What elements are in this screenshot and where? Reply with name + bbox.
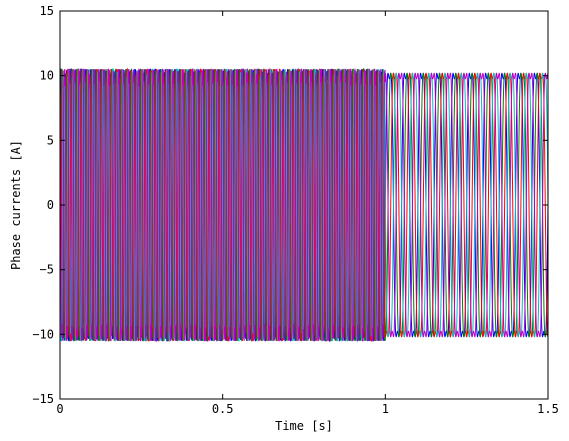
y-tick-label: 0 [47, 198, 54, 212]
y-tick-label: 15 [40, 4, 54, 18]
x-tick-label: 1 [382, 402, 389, 416]
y-tick-label: −5 [40, 263, 54, 277]
x-tick-label: 0.5 [212, 402, 234, 416]
phase-current-line [60, 67, 548, 343]
ticks-layer [59, 10, 549, 400]
series-layer [60, 67, 548, 343]
x-axis-label: Time [s] [275, 419, 333, 433]
x-tick-label: 1.5 [537, 402, 559, 416]
tick-labels-layer: 0 0.5 1 1.5 −15 −10 −5 0 5 10 15 [32, 4, 559, 416]
y-tick-label: −10 [32, 327, 54, 341]
y-tick-label: −15 [32, 392, 54, 406]
y-tick-label: 5 [47, 133, 54, 147]
phase-current-line [60, 67, 548, 343]
phase-current-line [60, 68, 548, 343]
x-tick-label: 0 [56, 402, 63, 416]
y-tick-label: 10 [40, 69, 54, 83]
y-axis-label: Phase currents [A] [9, 140, 23, 270]
